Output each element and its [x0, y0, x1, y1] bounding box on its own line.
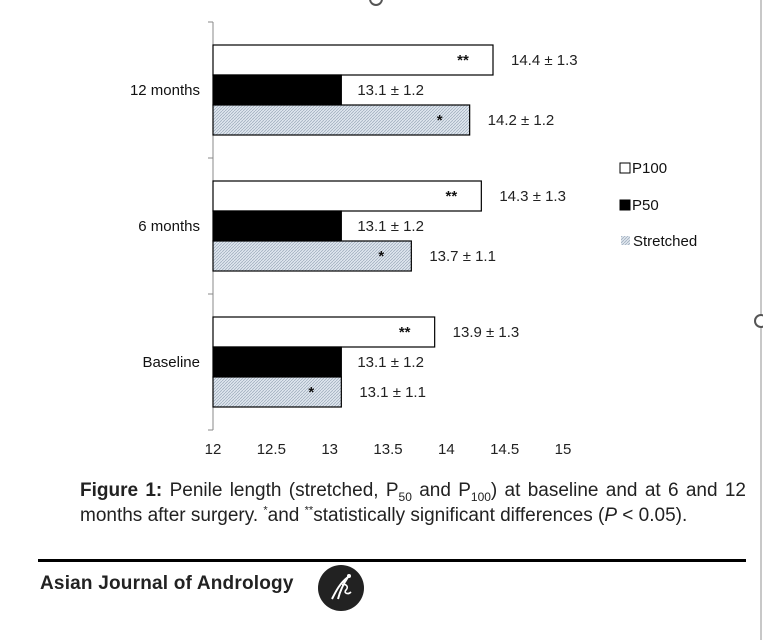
bar-stretched: [212, 240, 412, 272]
significance-mark: **: [399, 324, 411, 341]
bar-stretched: [212, 104, 471, 136]
significance-mark: *: [378, 248, 384, 265]
legend-swatch-stretched: [621, 236, 630, 245]
x-tick-label: 12: [205, 441, 222, 458]
data-label: 13.1 ± 1.2: [357, 354, 424, 371]
resize-handle-right[interactable]: [754, 314, 763, 328]
significance-mark: **: [445, 188, 457, 205]
bar-chart: 12 12.5 13 13.5 14 14.5 15 12 months 14.4 ± 1.3 *…: [130, 21, 697, 458]
footer-rule: [38, 559, 746, 562]
x-tick-label: 14: [438, 441, 455, 458]
x-tick-label: 12.5: [257, 441, 286, 458]
bar-p100: [212, 44, 494, 76]
data-label: 14.2 ± 1.2: [488, 112, 555, 129]
significance-mark: **: [457, 52, 469, 69]
category-label: 12 months: [130, 82, 200, 99]
data-label: 13.7 ± 1.1: [429, 248, 496, 265]
x-tick-label: 13: [321, 441, 338, 458]
bar-p50: [212, 346, 342, 378]
category-label: Baseline: [142, 354, 200, 371]
data-label: 13.1 ± 1.2: [357, 218, 424, 235]
bar-p50: [212, 74, 342, 106]
data-label: 14.3 ± 1.3: [499, 188, 566, 205]
data-label: 14.4 ± 1.3: [511, 52, 578, 69]
category-label: 6 months: [138, 218, 200, 235]
journal-name: Asian Journal of Andrology: [40, 573, 294, 594]
x-tick-label: 13.5: [373, 441, 402, 458]
bar-stretched: [212, 376, 342, 408]
bar-p50: [212, 210, 342, 242]
journal-logo-icon: [318, 565, 364, 611]
data-label: 13.1 ± 1.2: [357, 82, 424, 99]
figure-caption: Figure 1: Penile length (stretched, P50 …: [80, 480, 746, 526]
legend-label-stretched: Stretched: [633, 233, 697, 250]
x-tick-label: 15: [555, 441, 572, 458]
data-label: 13.1 ± 1.1: [359, 384, 426, 401]
legend-label-p100: P100: [632, 160, 667, 177]
caption-label: Figure 1:: [80, 480, 163, 501]
significance-mark: *: [437, 112, 443, 129]
legend-label-p50: P50: [632, 197, 659, 214]
legend-swatch-p100: [619, 162, 631, 174]
significance-mark: *: [308, 384, 314, 401]
bar-p100: [212, 180, 482, 212]
data-label: 13.9 ± 1.3: [453, 324, 520, 341]
legend-swatch-p50: [619, 199, 631, 211]
x-tick-label: 14.5: [490, 441, 519, 458]
